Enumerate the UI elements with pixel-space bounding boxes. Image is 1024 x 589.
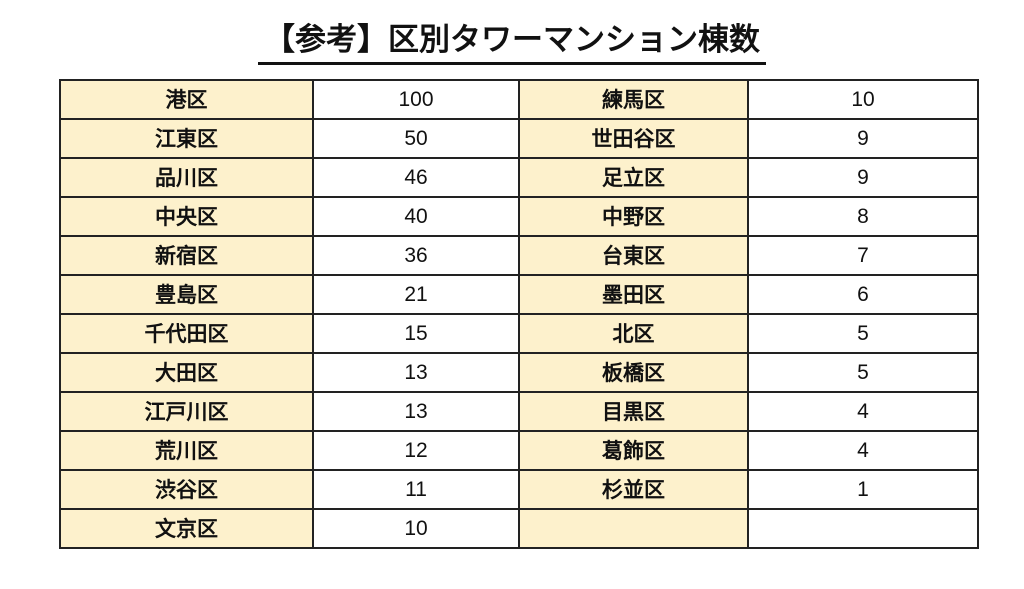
- district-name-cell: 大田区: [59, 352, 314, 393]
- tower-count-cell: 6: [747, 274, 979, 315]
- tower-count-cell: 5: [747, 313, 979, 354]
- district-name-cell: 北区: [518, 313, 749, 354]
- tower-count-cell: 9: [747, 118, 979, 159]
- district-name-cell: 中野区: [518, 196, 749, 237]
- table-row: 港区 100 練馬区 10: [59, 79, 979, 120]
- tower-count-cell: 10: [747, 79, 979, 120]
- tower-count-cell: 50: [312, 118, 520, 159]
- district-name-cell: 港区: [59, 79, 314, 120]
- tower-count-cell: 10: [312, 508, 520, 549]
- tower-count-cell: 5: [747, 352, 979, 393]
- table-row: 大田区 13 板橋区 5: [59, 352, 979, 393]
- district-name-cell: 新宿区: [59, 235, 314, 276]
- table-row: 品川区 46 足立区 9: [59, 157, 979, 198]
- district-name-cell: 杉並区: [518, 469, 749, 510]
- tower-count-cell: 9: [747, 157, 979, 198]
- page-title: 【参考】区別タワーマンション棟数: [0, 18, 1024, 65]
- table-row: 渋谷区 11 杉並区 1: [59, 469, 979, 510]
- title-text: 【参考】区別タワーマンション棟数: [258, 20, 766, 65]
- district-name-cell: 足立区: [518, 157, 749, 198]
- district-name-cell: 目黒区: [518, 391, 749, 432]
- district-table: 港区 100 練馬区 10 江東区 50 世田谷区 9 品川区 46 足立区 9 中央区 40 中野区 8 新宿…: [59, 79, 979, 549]
- district-name-cell: 墨田区: [518, 274, 749, 315]
- district-name-cell: 荒川区: [59, 430, 314, 471]
- table-row: 新宿区 36 台東区 7: [59, 235, 979, 276]
- district-name-cell: 文京区: [59, 508, 314, 549]
- tower-count-cell: 15: [312, 313, 520, 354]
- table-row: 中央区 40 中野区 8: [59, 196, 979, 237]
- district-name-cell: [518, 508, 749, 549]
- tower-count-cell: 100: [312, 79, 520, 120]
- tower-count-cell: 21: [312, 274, 520, 315]
- table-row: 千代田区 15 北区 5: [59, 313, 979, 354]
- district-name-cell: 江戸川区: [59, 391, 314, 432]
- tower-count-cell: 36: [312, 235, 520, 276]
- district-name-cell: 中央区: [59, 196, 314, 237]
- tower-count-cell: 7: [747, 235, 979, 276]
- tower-count-cell: 40: [312, 196, 520, 237]
- district-name-cell: 葛飾区: [518, 430, 749, 471]
- tower-count-cell: 4: [747, 430, 979, 471]
- district-name-cell: 板橋区: [518, 352, 749, 393]
- table-row: 文京区 10: [59, 508, 979, 549]
- tower-count-cell: 11: [312, 469, 520, 510]
- district-name-cell: 練馬区: [518, 79, 749, 120]
- tower-count-cell: 8: [747, 196, 979, 237]
- district-name-cell: 台東区: [518, 235, 749, 276]
- tower-count-cell: 1: [747, 469, 979, 510]
- tower-count-cell: [747, 508, 979, 549]
- table-body: 港区 100 練馬区 10 江東区 50 世田谷区 9 品川区 46 足立区 9 中央区 40 中野区 8 新宿…: [59, 79, 979, 549]
- district-name-cell: 渋谷区: [59, 469, 314, 510]
- district-name-cell: 豊島区: [59, 274, 314, 315]
- tower-count-cell: 12: [312, 430, 520, 471]
- district-name-cell: 江東区: [59, 118, 314, 159]
- table-row: 江戸川区 13 目黒区 4: [59, 391, 979, 432]
- table-row: 江東区 50 世田谷区 9: [59, 118, 979, 159]
- table-row: 荒川区 12 葛飾区 4: [59, 430, 979, 471]
- district-name-cell: 品川区: [59, 157, 314, 198]
- tower-count-cell: 4: [747, 391, 979, 432]
- table-row: 豊島区 21 墨田区 6: [59, 274, 979, 315]
- district-name-cell: 千代田区: [59, 313, 314, 354]
- tower-count-cell: 46: [312, 157, 520, 198]
- tower-count-cell: 13: [312, 352, 520, 393]
- tower-count-cell: 13: [312, 391, 520, 432]
- district-name-cell: 世田谷区: [518, 118, 749, 159]
